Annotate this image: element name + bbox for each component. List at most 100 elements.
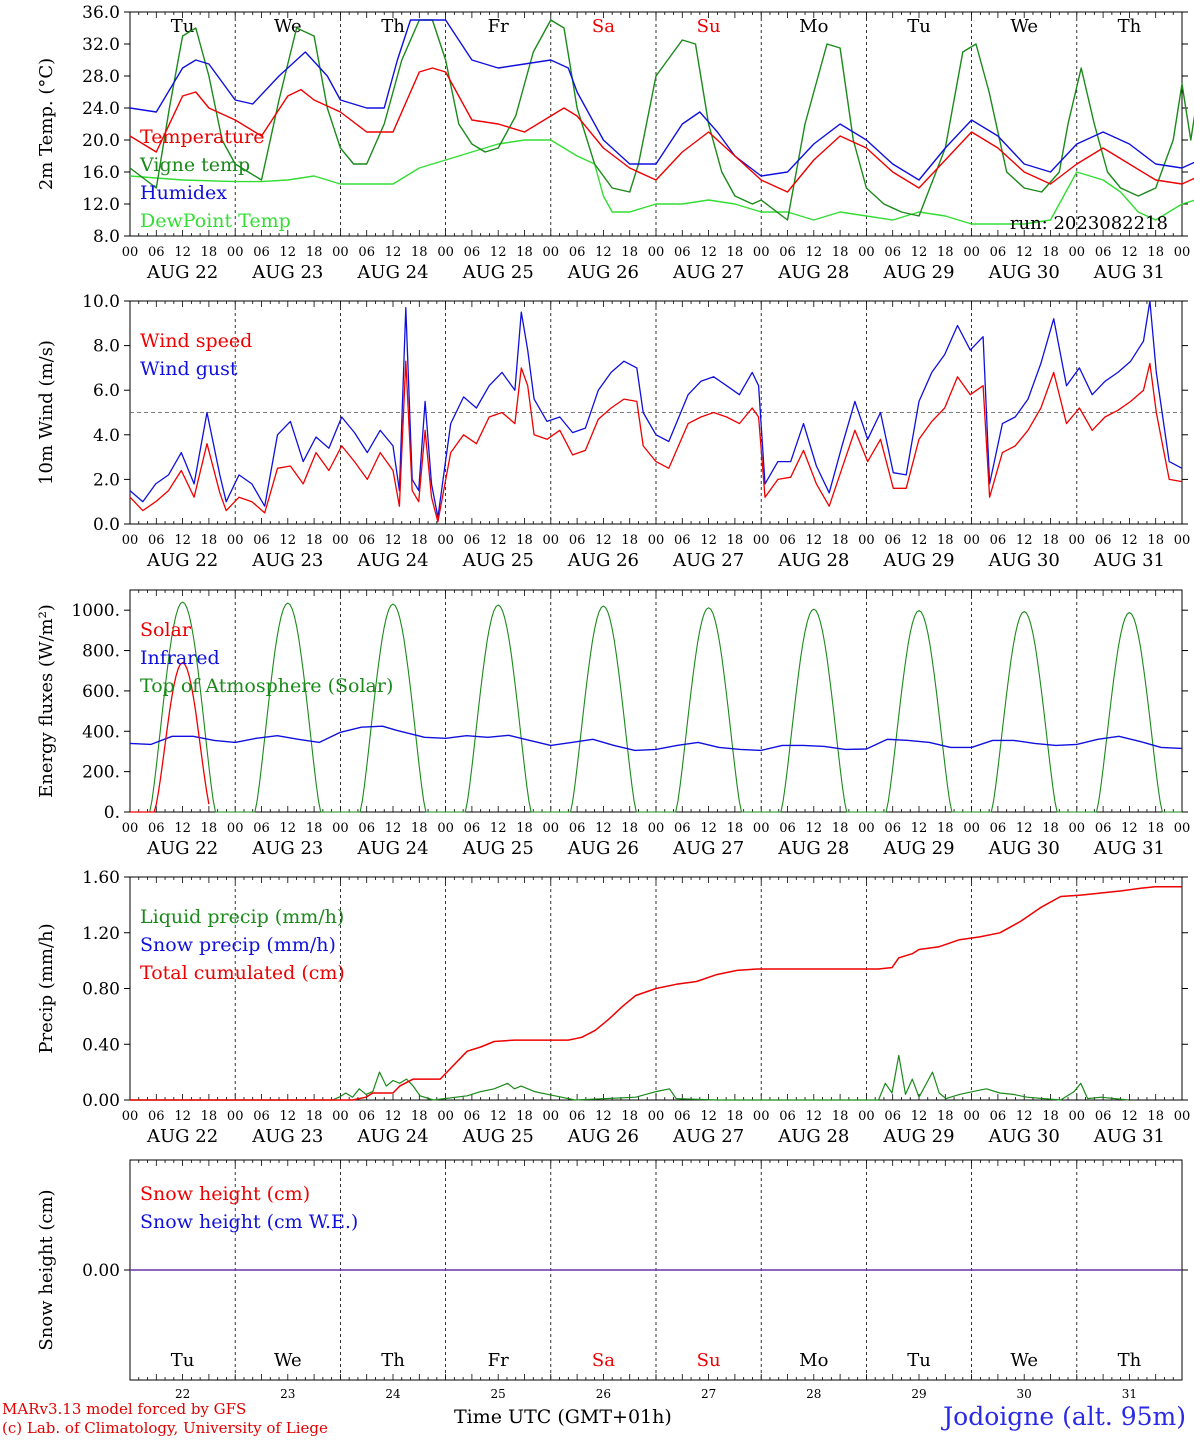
hour-tick-label: 00 <box>858 1109 875 1124</box>
hour-tick-label: 06 <box>253 821 270 836</box>
hour-tick-label: 18 <box>201 1109 218 1124</box>
date-label: AUG 27 <box>672 1126 744 1147</box>
hour-tick-label: 18 <box>1147 533 1164 548</box>
date-label: AUG 30 <box>988 550 1060 571</box>
hour-tick-label: 12 <box>595 245 612 260</box>
date-label: AUG 31 <box>1093 838 1165 859</box>
date-label: AUG 27 <box>672 262 744 283</box>
hour-tick-label: 06 <box>1095 245 1112 260</box>
y-tick-label: 16.0 <box>82 163 120 183</box>
hour-tick-label: 00 <box>648 533 665 548</box>
weekday-label: Th <box>381 1350 405 1371</box>
hour-tick-label: 00 <box>1069 821 1086 836</box>
hour-tick-label: 06 <box>884 1109 901 1124</box>
hour-tick-label: 18 <box>937 1109 954 1124</box>
hour-tick-label: 06 <box>884 821 901 836</box>
legend-entry: Liquid precip (mm/h) <box>140 906 344 928</box>
weekday-label: We <box>274 16 302 37</box>
hour-tick-label: 06 <box>1095 1109 1112 1124</box>
hour-tick-label: 12 <box>174 821 191 836</box>
date-label: AUG 22 <box>146 550 218 571</box>
hour-tick-label: 12 <box>806 821 823 836</box>
hour-tick-label: 18 <box>306 533 323 548</box>
date-label: AUG 29 <box>882 550 954 571</box>
hour-tick-label: 18 <box>411 1109 428 1124</box>
hour-tick-label: 06 <box>884 245 901 260</box>
date-label: AUG 25 <box>462 838 534 859</box>
hour-tick-label: 00 <box>227 533 244 548</box>
legend-entry: Humidex <box>140 182 227 204</box>
hour-tick-label: 00 <box>963 821 980 836</box>
hour-tick-label: 18 <box>516 821 533 836</box>
hour-tick-label: 00 <box>543 821 560 836</box>
hour-tick-label: 06 <box>358 821 375 836</box>
hour-tick-label: 06 <box>779 821 796 836</box>
hour-tick-label: 00 <box>1069 533 1086 548</box>
hour-tick-label: 06 <box>674 821 691 836</box>
hour-tick-label: 18 <box>727 245 744 260</box>
hour-tick-label: 18 <box>1147 821 1164 836</box>
legend-entry: Vigne temp <box>139 154 250 176</box>
series-line-solar <box>130 662 210 813</box>
y-tick-label: 10.0 <box>82 292 120 312</box>
date-label: AUG 27 <box>672 838 744 859</box>
date-label: AUG 27 <box>672 550 744 571</box>
hour-tick-label: 12 <box>490 1109 507 1124</box>
date-label: AUG 28 <box>777 1126 849 1147</box>
hour-tick-label: 06 <box>674 533 691 548</box>
day-number-label: 30 <box>1017 1387 1032 1401</box>
hour-tick-label: 00 <box>122 821 139 836</box>
hour-tick-label: 00 <box>753 533 770 548</box>
date-label: AUG 29 <box>882 838 954 859</box>
y-axis-label: Precip (mm/h) <box>36 923 57 1053</box>
weekday-label: Tu <box>171 16 195 37</box>
series-line-infrared <box>129 725 1183 752</box>
hour-tick-label: 00 <box>227 1109 244 1124</box>
hour-tick-label: 12 <box>1016 821 1033 836</box>
y-axis-label: 10m Wind (m/s) <box>36 340 57 485</box>
y-tick-label: 0.00 <box>82 1261 120 1281</box>
hour-tick-label: 12 <box>700 533 717 548</box>
day-number-label: 26 <box>596 1387 611 1401</box>
weekday-label: Th <box>1118 1350 1142 1371</box>
legend-entry: Top of Atmosphere (Solar) <box>140 675 393 697</box>
hour-tick-label: 06 <box>464 245 481 260</box>
hour-tick-label: 00 <box>543 533 560 548</box>
hour-tick-label: 18 <box>411 245 428 260</box>
hour-tick-label: 12 <box>911 821 928 836</box>
day-number-label: 27 <box>701 1387 716 1401</box>
series-line-liquid-precip <box>130 1054 1129 1101</box>
panel-5: 0.00 Snow height (cm) Snow height (cm) Snow… <box>36 1159 1188 1401</box>
y-tick-label: 8.0 <box>93 337 120 357</box>
hour-tick-label: 00 <box>963 1109 980 1124</box>
legend-entry: Snow height (cm) <box>140 1183 310 1205</box>
hour-tick-label: 12 <box>490 245 507 260</box>
hour-tick-label: 00 <box>1069 1109 1086 1124</box>
hour-tick-label: 12 <box>280 245 297 260</box>
hour-tick-label: 18 <box>1042 821 1059 836</box>
date-label: AUG 22 <box>146 1126 218 1147</box>
hour-tick-label: 00 <box>1174 533 1191 548</box>
hour-tick-label: 18 <box>727 533 744 548</box>
hour-tick-label: 12 <box>806 245 823 260</box>
hour-tick-label: 18 <box>727 1109 744 1124</box>
hour-tick-label: 18 <box>832 533 849 548</box>
y-tick-label: 1.20 <box>82 924 120 944</box>
day-number-label: 23 <box>280 1387 295 1401</box>
hour-tick-label: 00 <box>227 245 244 260</box>
date-label: AUG 22 <box>146 262 218 283</box>
series-line-wind-speed <box>129 360 1183 523</box>
weekday-label: Sa <box>592 1350 615 1371</box>
hour-tick-label: 06 <box>569 821 586 836</box>
hour-tick-label: 12 <box>1016 533 1033 548</box>
weekday-label: Tu <box>907 16 931 37</box>
date-label: AUG 31 <box>1093 262 1165 283</box>
hour-tick-label: 12 <box>595 821 612 836</box>
date-label: AUG 23 <box>251 550 323 571</box>
hour-tick-label: 00 <box>122 1109 139 1124</box>
legend-entry: Solar <box>140 619 192 641</box>
hour-tick-label: 12 <box>280 533 297 548</box>
legend-entry: Total cumulated (cm) <box>140 962 345 984</box>
y-tick-label: 32.0 <box>82 35 120 55</box>
hour-tick-label: 18 <box>937 533 954 548</box>
